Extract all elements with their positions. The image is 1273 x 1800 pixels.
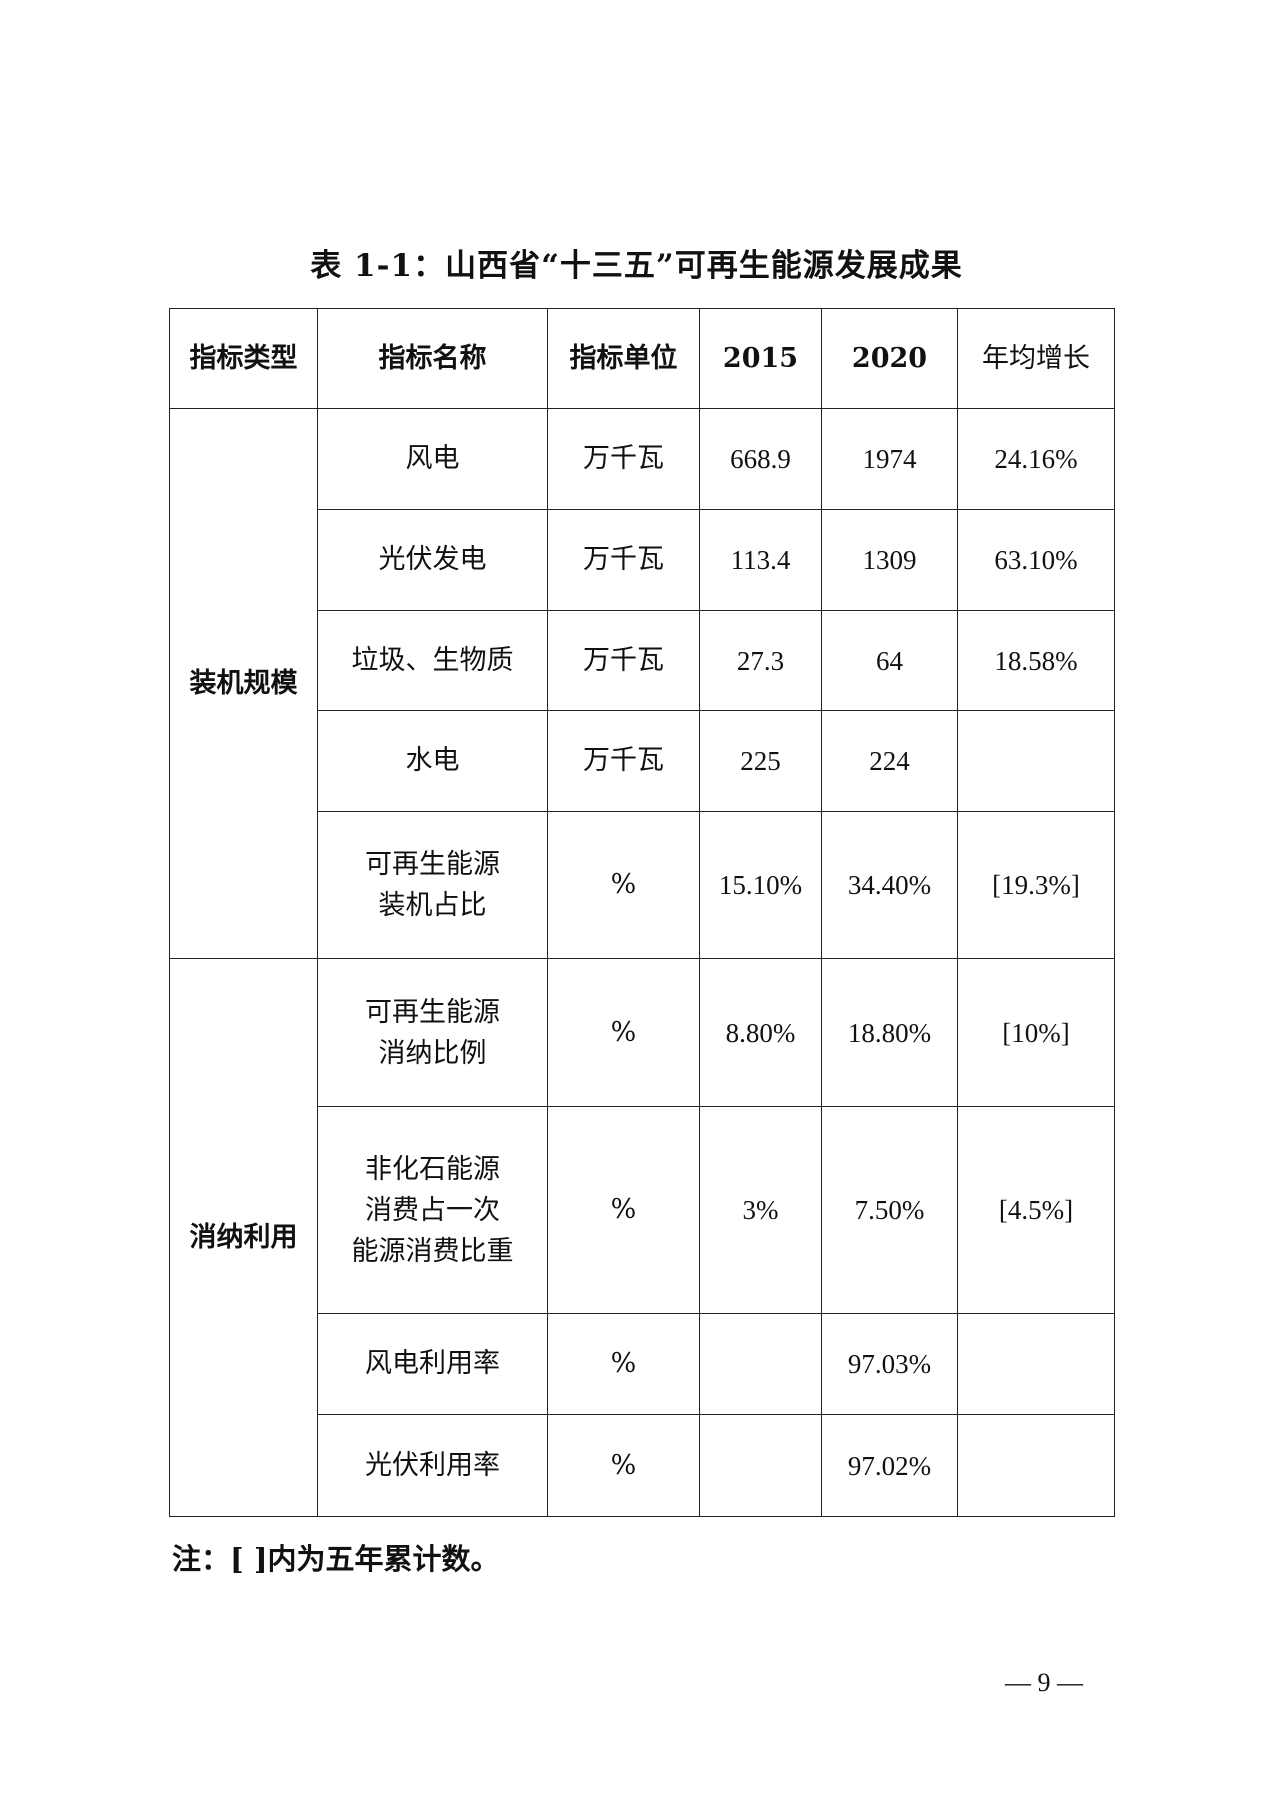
category-cell: 消纳利用 [169,958,318,1517]
header-growth: 年均增长 [957,308,1115,409]
table-row: 装机规模 风电 万千瓦 668.9 1974 24.16% [169,408,1115,959]
name-cell: 风电利用率 [317,1313,548,1415]
y2020-cell: 97.03% [821,1313,958,1415]
unit-cell: % [547,1106,700,1314]
unit-cell: % [547,1414,700,1517]
header-unit: 指标单位 [547,308,700,409]
unit-cell: 万千瓦 [547,610,700,711]
y2015-cell: 3% [699,1106,822,1314]
growth-cell [957,1313,1115,1415]
unit-cell: 万千瓦 [547,408,700,510]
unit-cell: 万千瓦 [547,509,700,611]
name-cell: 可再生能源 消纳比例 [317,958,548,1107]
growth-cell: [19.3%] [957,811,1115,959]
table-row: 非化石能源 消费占一次 能源消费比重% 3% 7.50% [4.5%] [170,1106,1115,1314]
header-row: 指标类型 指标名称 指标单位 2015 2020 年均增长 [169,308,1115,409]
y2020-cell: 18.80% [821,958,958,1107]
table-row: 垃圾、生物质 万千瓦 27.3 64 18.58% [170,610,1115,711]
table-row: 光伏利用率% 97.02% [170,1414,1115,1517]
y2015-cell: 225 [699,710,822,812]
unit-cell: % [547,1313,700,1415]
growth-cell: [10%] [957,958,1115,1107]
header-category: 指标类型 [169,308,318,409]
table-title: 表 1-1：山西省“十三五”可再生能源发展成果 [310,248,963,284]
y2020-cell: 1309 [821,509,958,611]
name-cell: 光伏发电 [317,509,548,611]
y2015-cell: 668.9 [699,408,822,510]
y2015-cell: 113.4 [699,509,822,611]
page-number: — 9 — [1005,1668,1083,1697]
growth-cell: [4.5%] [957,1106,1115,1314]
unit-cell: % [547,958,700,1107]
growth-cell [957,710,1115,812]
name-cell: 垃圾、生物质 [317,610,548,711]
table-row: 水电 万千瓦 225 224 [170,710,1115,812]
y2020-cell: 97.02% [821,1414,958,1517]
table-row: 消纳利用 可再生能源 消纳比例% 8.80% 18.80% [10%] [169,958,1115,1517]
y2015-cell: 27.3 [699,610,822,711]
growth-cell [957,1414,1115,1517]
category-cell: 装机规模 [169,408,318,959]
header-name: 指标名称 [317,308,548,409]
unit-cell: % [547,811,700,959]
y2020-cell: 7.50% [821,1106,958,1314]
table-row: 可再生能源 装机占比% 15.10% 34.40% [19.3%] [170,811,1115,959]
growth-cell: 63.10% [957,509,1115,611]
y2015-cell: 8.80% [699,958,822,1107]
y2020-cell: 1974 [821,408,958,510]
table-note: 注：[ ]内为五年累计数。 [172,1542,500,1576]
header-2020: 2020 [821,308,958,409]
name-cell: 风电 [317,408,548,510]
name-cell: 水电 [317,710,548,812]
y2020-cell: 64 [821,610,958,711]
renewable-energy-table: 指标类型 指标名称 指标单位 2015 2020 年均增长 装机规模 风电 万千瓦 6… [169,308,1115,1517]
y2015-cell: 15.10% [699,811,822,959]
growth-cell: 18.58% [957,610,1115,711]
y2015-cell [699,1414,822,1517]
y2020-cell: 224 [821,710,958,812]
name-cell: 光伏利用率 [317,1414,548,1517]
name-cell: 非化石能源 消费占一次 能源消费比重 [317,1106,548,1314]
y2020-cell: 34.40% [821,811,958,959]
growth-cell: 24.16% [957,408,1115,510]
header-2015: 2015 [699,308,822,409]
y2015-cell [699,1313,822,1415]
name-cell: 可再生能源 装机占比 [317,811,548,959]
unit-cell: 万千瓦 [547,710,700,812]
